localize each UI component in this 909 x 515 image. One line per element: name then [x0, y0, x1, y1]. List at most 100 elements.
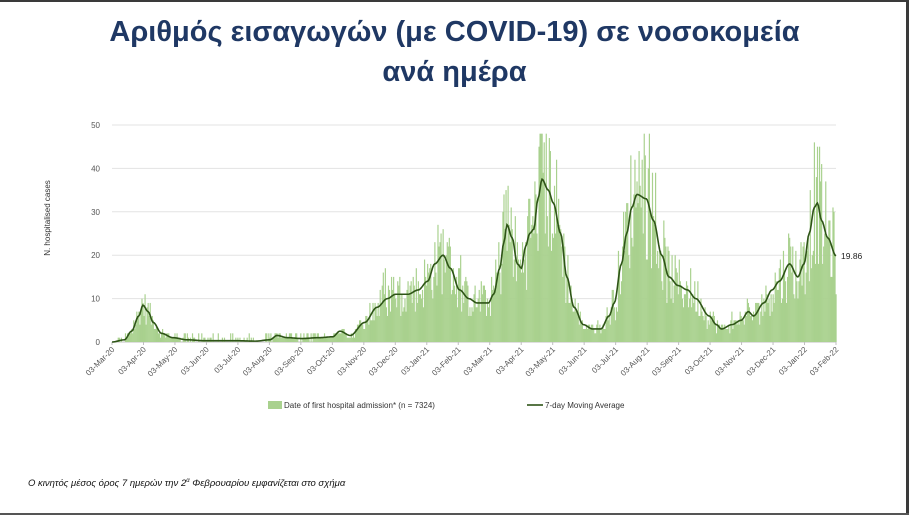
daily-bar — [395, 298, 397, 342]
daily-bar — [705, 315, 707, 342]
daily-bar — [783, 272, 786, 342]
daily-bar — [608, 315, 610, 342]
daily-bar — [430, 263, 432, 342]
daily-bar — [574, 298, 576, 342]
daily-bar — [365, 315, 367, 342]
daily-bar — [330, 337, 332, 342]
daily-bar — [484, 289, 487, 342]
daily-bar — [633, 194, 635, 342]
daily-bar — [334, 333, 336, 342]
daily-bar — [667, 246, 669, 342]
daily-bar — [728, 324, 730, 342]
x-tick-label: 03-Aug-20 — [241, 345, 274, 378]
daily-bar — [627, 203, 629, 342]
daily-bar — [792, 246, 794, 342]
daily-bar — [275, 333, 277, 342]
daily-bar — [670, 298, 672, 342]
daily-bar — [448, 237, 450, 342]
y-tick-label: 50 — [91, 121, 100, 130]
daily-bar — [383, 294, 385, 342]
daily-bar — [604, 328, 606, 342]
daily-bar — [335, 333, 337, 342]
daily-bar — [778, 268, 780, 342]
daily-bar — [648, 133, 650, 342]
daily-bar — [460, 255, 462, 342]
daily-bar — [832, 207, 834, 342]
daily-bar — [412, 276, 414, 342]
daily-bar — [802, 246, 804, 342]
daily-bar — [329, 337, 331, 342]
daily-bar — [405, 311, 407, 342]
daily-bar — [621, 246, 624, 342]
daily-bar — [464, 281, 466, 342]
daily-bar — [707, 320, 709, 342]
daily-bar — [287, 337, 290, 342]
daily-bar — [373, 320, 375, 342]
daily-bar — [389, 311, 392, 342]
daily-bar — [502, 211, 504, 342]
daily-bar — [438, 246, 440, 342]
daily-bar — [243, 337, 245, 342]
daily-bar — [129, 333, 131, 342]
daily-bar — [163, 333, 165, 342]
daily-bar — [602, 324, 604, 342]
daily-bar — [478, 289, 480, 342]
daily-bar — [368, 324, 370, 342]
daily-bar — [708, 324, 710, 342]
x-tick-label: 03-Apr-21 — [494, 345, 526, 377]
daily-bar — [724, 324, 726, 342]
daily-bar — [326, 337, 328, 342]
daily-bar — [784, 281, 787, 342]
daily-bar — [399, 276, 401, 342]
daily-bar — [427, 263, 429, 342]
daily-bar — [210, 337, 212, 342]
daily-bar — [659, 250, 661, 342]
daily-bar — [540, 133, 542, 342]
daily-bar — [661, 281, 663, 342]
daily-bar — [580, 324, 582, 342]
daily-bar — [726, 328, 728, 342]
daily-bar — [130, 333, 132, 342]
daily-bar — [496, 272, 498, 342]
daily-bar — [793, 294, 795, 342]
daily-bar — [729, 333, 731, 342]
daily-bar — [541, 133, 543, 342]
daily-bar — [171, 337, 173, 342]
daily-bar — [473, 294, 475, 342]
daily-bar — [656, 263, 658, 342]
daily-bar — [371, 320, 373, 342]
daily-bar — [537, 250, 539, 342]
x-tick-label: 03-Dec-21 — [745, 345, 778, 378]
x-tick-label: 03-Mar-20 — [84, 345, 117, 378]
daily-bar — [283, 337, 285, 342]
daily-bar — [641, 159, 643, 342]
daily-bar — [582, 328, 584, 342]
daily-bar — [614, 320, 616, 342]
daily-bar — [643, 133, 645, 342]
daily-bar — [814, 263, 817, 342]
daily-bar — [741, 320, 743, 342]
daily-bar — [610, 307, 612, 342]
daily-bar — [524, 259, 526, 342]
daily-bar — [757, 302, 759, 342]
daily-bar — [599, 324, 601, 342]
daily-bar — [485, 315, 488, 342]
daily-bar — [579, 311, 581, 342]
daily-bar — [507, 185, 509, 342]
daily-bar — [410, 281, 412, 342]
daily-bar — [536, 233, 538, 342]
daily-bar — [761, 294, 763, 342]
daily-bar — [676, 272, 678, 342]
daily-bar — [203, 337, 205, 342]
daily-bar — [721, 324, 723, 342]
daily-bar — [588, 324, 591, 342]
daily-bar — [780, 302, 783, 342]
daily-bar — [308, 337, 310, 342]
daily-bar — [506, 250, 508, 342]
daily-bar — [751, 320, 754, 342]
daily-bar — [742, 320, 744, 342]
daily-bar — [404, 298, 406, 342]
footnote: Ο κινητός μέσος όρος 7 ημερών την 2α Φεβ… — [28, 478, 345, 489]
daily-bar — [539, 133, 541, 342]
daily-bar — [770, 294, 772, 342]
